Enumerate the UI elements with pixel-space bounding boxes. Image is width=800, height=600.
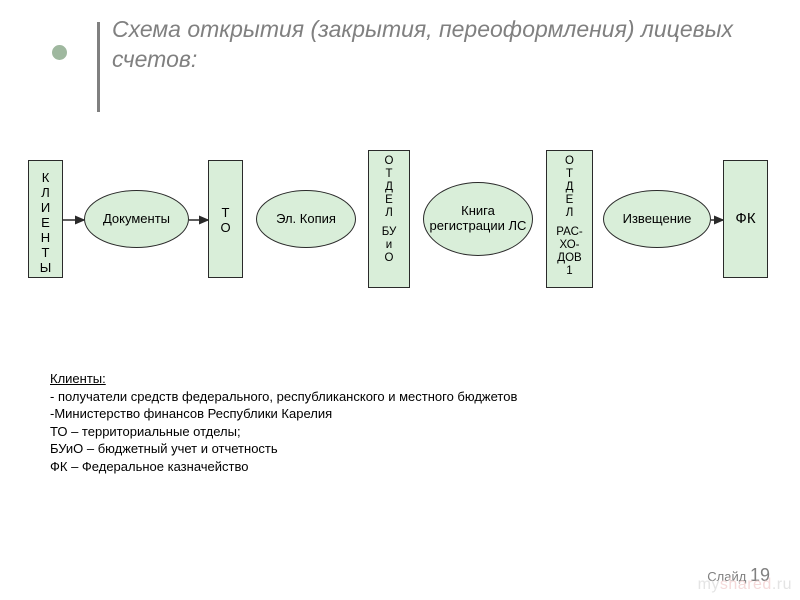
node-notice: Извещение	[603, 190, 711, 248]
node-book: Книга регистрации ЛС	[423, 182, 533, 256]
title-divider	[97, 22, 100, 112]
node-buio: ОТДЕЛ БУиО	[368, 150, 410, 288]
watermark-pre: my	[698, 576, 720, 593]
legend-line: ТО – территориальные отделы;	[50, 424, 241, 439]
watermark: myshared.ru	[698, 576, 792, 594]
legend-line: - получатели средств федерального, респу…	[50, 389, 517, 404]
legend: Клиенты: - получатели средств федерально…	[50, 370, 670, 475]
legend-heading: Клиенты:	[50, 371, 106, 386]
watermark-post: .ru	[772, 576, 792, 593]
node-to: ТО	[208, 160, 243, 278]
watermark-accent: shared	[720, 576, 772, 593]
node-clients: КЛИЕНТЫ	[28, 160, 63, 278]
legend-line: БУиО – бюджетный учет и отчетность	[50, 441, 278, 456]
page-title: Схема открытия (закрытия, переоформления…	[112, 15, 752, 75]
flowchart: КЛИЕНТЫ Документы ТОЭл. Копия ОТДЕЛ БУиО Кни…	[28, 150, 778, 290]
title-bullet	[52, 45, 67, 60]
node-rashod: ОТДЕЛ РАС-ХО-ДОВ1	[546, 150, 593, 288]
node-fk: ФК	[723, 160, 768, 278]
legend-line: -Министерство финансов Республики Карели…	[50, 406, 332, 421]
legend-line: ФК – Федеральное казначейство	[50, 459, 248, 474]
node-docs: Документы	[84, 190, 189, 248]
node-ecopy: Эл. Копия	[256, 190, 356, 248]
